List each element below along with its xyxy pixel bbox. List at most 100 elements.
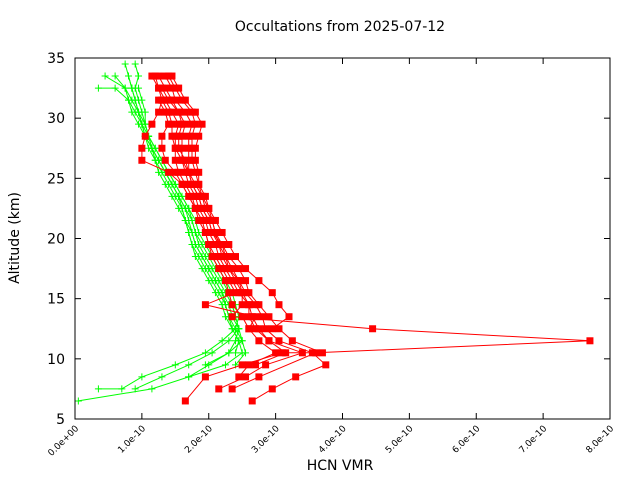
green-profile — [111, 72, 246, 381]
plus-marker — [138, 96, 146, 104]
square-marker — [175, 108, 183, 116]
square-marker — [198, 204, 206, 212]
square-marker — [225, 241, 233, 249]
square-marker — [238, 313, 246, 321]
square-marker — [205, 241, 213, 249]
square-marker — [171, 144, 179, 152]
square-marker — [272, 349, 280, 357]
plus-marker — [185, 228, 193, 236]
red-profile — [138, 96, 199, 212]
x-axis-label: HCN VMR — [307, 458, 374, 474]
square-marker — [225, 289, 233, 297]
square-marker — [245, 325, 253, 333]
plus-marker — [94, 84, 102, 92]
x-tick-label: 2.0e-10 — [183, 424, 215, 456]
y-tick-label: 25 — [47, 171, 65, 187]
square-marker — [165, 96, 173, 104]
square-marker — [185, 168, 193, 176]
square-marker — [158, 132, 166, 140]
y-tick-label: 35 — [47, 51, 65, 67]
square-marker — [191, 180, 199, 188]
square-marker — [242, 265, 250, 273]
plus-marker — [158, 373, 166, 381]
square-marker — [242, 277, 250, 285]
square-marker — [148, 72, 156, 80]
square-marker — [225, 277, 233, 285]
square-marker — [155, 84, 163, 92]
x-tick-label: 5.0e-10 — [384, 424, 416, 456]
plus-marker — [218, 337, 226, 345]
square-marker — [201, 228, 209, 236]
square-marker — [248, 397, 256, 405]
square-marker — [161, 156, 169, 164]
plus-marker — [135, 72, 143, 80]
green-profile — [94, 84, 243, 393]
square-marker — [171, 168, 179, 176]
plus-marker — [128, 84, 136, 92]
square-marker — [268, 325, 276, 333]
square-marker — [255, 277, 263, 285]
plus-marker — [205, 277, 213, 285]
square-marker — [158, 96, 166, 104]
plus-marker — [235, 337, 243, 345]
square-marker — [235, 373, 243, 381]
x-tick-label: 8.0e-10 — [585, 424, 617, 456]
y-tick-label: 5 — [56, 412, 65, 428]
square-marker — [245, 361, 253, 369]
square-marker — [201, 301, 209, 309]
square-marker — [238, 289, 246, 297]
square-marker — [205, 216, 213, 224]
plus-marker — [125, 72, 132, 80]
square-marker — [161, 108, 169, 116]
square-marker — [275, 325, 283, 333]
plus-marker — [181, 216, 189, 224]
square-marker — [158, 144, 166, 152]
square-marker — [238, 361, 246, 369]
square-marker — [198, 192, 206, 200]
square-marker — [298, 349, 306, 357]
square-marker — [161, 72, 169, 80]
square-marker — [181, 108, 189, 116]
square-marker — [268, 385, 276, 393]
plus-marker — [138, 373, 146, 381]
y-tick-label: 30 — [47, 111, 65, 127]
square-marker — [369, 325, 377, 333]
plus-marker — [228, 325, 236, 333]
y-tick-label: 10 — [47, 352, 65, 368]
green-profile-line — [78, 75, 240, 402]
plus-marker — [148, 144, 156, 152]
square-marker — [201, 373, 209, 381]
red-profile-line — [171, 75, 323, 402]
square-marker — [258, 313, 266, 321]
square-marker — [165, 120, 173, 128]
square-marker — [195, 132, 203, 140]
square-marker — [265, 313, 273, 321]
red-profile-line — [161, 87, 287, 366]
square-marker — [178, 180, 186, 188]
square-marker — [232, 253, 239, 261]
plus-marker — [131, 385, 139, 393]
square-marker — [218, 265, 226, 273]
plus-marker — [125, 96, 132, 104]
plus-marker — [185, 361, 193, 369]
y-tick-label: 20 — [47, 232, 65, 248]
square-marker — [218, 253, 226, 261]
plus-marker — [188, 241, 196, 249]
square-marker — [215, 241, 223, 249]
plus-marker — [141, 120, 149, 128]
square-marker — [586, 337, 594, 345]
square-marker — [205, 204, 213, 212]
square-marker — [191, 204, 199, 212]
plus-marker — [135, 84, 143, 92]
square-marker — [178, 156, 186, 164]
square-marker — [252, 301, 260, 309]
square-marker — [228, 385, 236, 393]
square-marker — [288, 337, 296, 345]
square-marker — [178, 120, 186, 128]
square-marker — [242, 373, 250, 381]
square-marker — [175, 132, 183, 140]
square-marker — [228, 301, 236, 309]
square-marker — [195, 216, 203, 224]
plus-marker — [121, 60, 129, 68]
plus-marker — [135, 108, 143, 116]
